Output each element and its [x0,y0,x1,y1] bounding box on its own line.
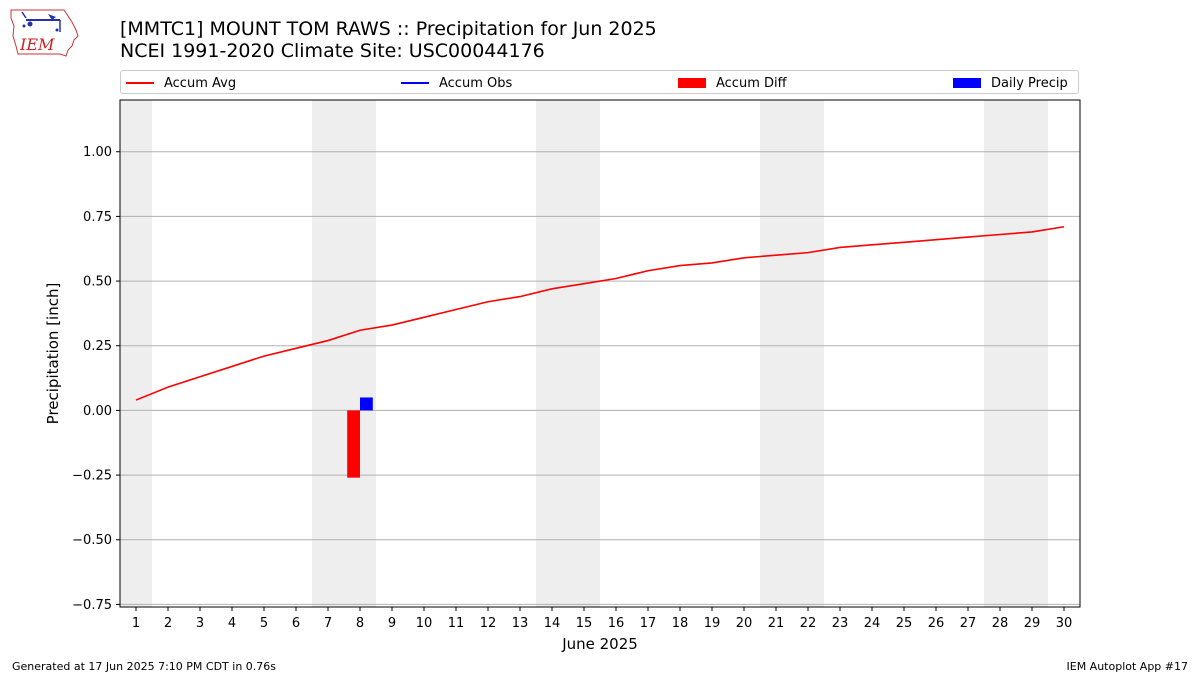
x-tick-label: 10 [416,616,433,631]
weekend-band [536,100,568,607]
weekend-band [792,100,824,607]
legend-swatch [953,78,981,88]
x-tick-label: 12 [480,616,497,631]
legend: Accum Avg Accum Obs Accum Diff Daily Pre… [120,70,1079,94]
legend-swatch [126,82,154,84]
weekend-band [760,100,792,607]
legend-swatch [401,82,429,84]
y-axis-label: Precipitation [inch] [44,283,62,425]
x-tick-label: 1 [132,616,140,631]
chart-title: [MMTC1] MOUNT TOM RAWS :: Precipitation … [120,18,657,40]
weekend-band [568,100,600,607]
weekend-band [344,100,376,607]
chart-subtitle: NCEI 1991-2020 Climate Site: USC00044176 [120,40,545,62]
y-tick-label: 0.00 [83,404,112,419]
legend-item-accum-avg: Accum Avg [126,74,236,92]
x-tick-label: 17 [640,616,657,631]
x-tick-label: 2 [164,616,172,631]
x-tick-label: 16 [608,616,625,631]
x-tick-label: 20 [736,616,753,631]
legend-label: Accum Diff [716,75,787,91]
y-tick-label: 0.75 [83,210,112,225]
y-tick-label: 1.00 [83,145,112,160]
footer-generated: Generated at 17 Jun 2025 7:10 PM CDT in … [12,660,277,673]
x-tick-label: 28 [992,616,1009,631]
weekend-band [312,100,344,607]
legend-item-daily-precip: Daily Precip [953,74,1068,92]
x-tick-label: 26 [928,616,945,631]
x-tick-label: 11 [448,616,465,631]
x-tick-label: 9 [388,616,396,631]
x-tick-label: 8 [356,616,364,631]
x-tick-label: 18 [672,616,689,631]
logo-text: IEM [19,35,55,54]
iem-logo: IEM [10,9,79,57]
x-tick-label: 23 [832,616,849,631]
x-tick-label: 24 [864,616,881,631]
y-tick-label: −0.75 [72,598,112,613]
x-tick-label: 22 [800,616,817,631]
y-tick-label: −0.25 [72,469,112,484]
weekend-band [984,100,1016,607]
x-axis-label: June 2025 [561,635,638,653]
x-tick-label: 29 [1024,616,1041,631]
legend-item-accum-diff: Accum Diff [678,74,787,92]
legend-label: Accum Obs [439,75,513,91]
x-tick-label: 27 [960,616,977,631]
daily-precip-bar [360,397,373,411]
plot-frame [119,99,1081,608]
accum-diff-bar [347,410,360,478]
x-tick-label: 5 [260,616,268,631]
x-tick-label: 19 [704,616,721,631]
y-tick-label: 0.25 [83,339,112,354]
y-tick-label: −0.50 [72,533,112,548]
x-tick-label: 25 [896,616,913,631]
weekend-band [1016,100,1048,607]
x-tick-label: 14 [544,616,561,631]
legend-swatch [678,78,706,88]
accum-avg-line [135,225,1065,401]
legend-label: Accum Avg [164,75,237,91]
legend-label: Daily Precip [991,75,1068,91]
x-tick-label: 15 [576,616,593,631]
x-tick-label: 7 [324,616,332,631]
x-tick-label: 13 [512,616,529,631]
y-tick-label: 0.50 [83,275,112,290]
x-tick-label: 21 [768,616,785,631]
legend-item-accum-obs: Accum Obs [401,74,512,92]
x-tick-label: 6 [292,616,300,631]
x-tick-label: 30 [1056,616,1073,631]
x-tick-label: 4 [228,616,236,631]
weekend-band [120,100,152,607]
footer-app: IEM Autoplot App #17 [1066,660,1189,673]
x-tick-label: 3 [196,616,204,631]
